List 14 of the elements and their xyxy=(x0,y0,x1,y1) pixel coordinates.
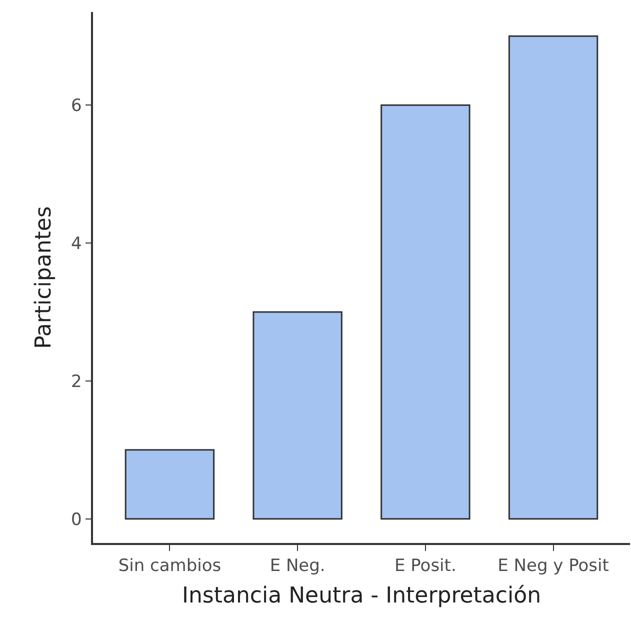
y-axis-title: Participantes xyxy=(31,206,56,349)
x-tick-label: E Posit. xyxy=(394,556,456,576)
y-tick-label: 4 xyxy=(71,234,82,254)
x-tick-label: Sin cambios xyxy=(118,556,222,576)
bar xyxy=(124,449,215,520)
bar xyxy=(508,35,598,520)
bar xyxy=(252,311,342,520)
y-tick-label: 6 xyxy=(71,96,82,116)
x-tick-label: E Neg. xyxy=(270,556,326,576)
y-tick-label: 2 xyxy=(71,372,82,392)
x-tick-label: E Neg y Posit xyxy=(498,556,610,576)
y-tick-label: 0 xyxy=(71,510,82,530)
x-axis-title: Instancia Neutra - Interpretación xyxy=(182,584,542,609)
bar xyxy=(380,104,470,520)
